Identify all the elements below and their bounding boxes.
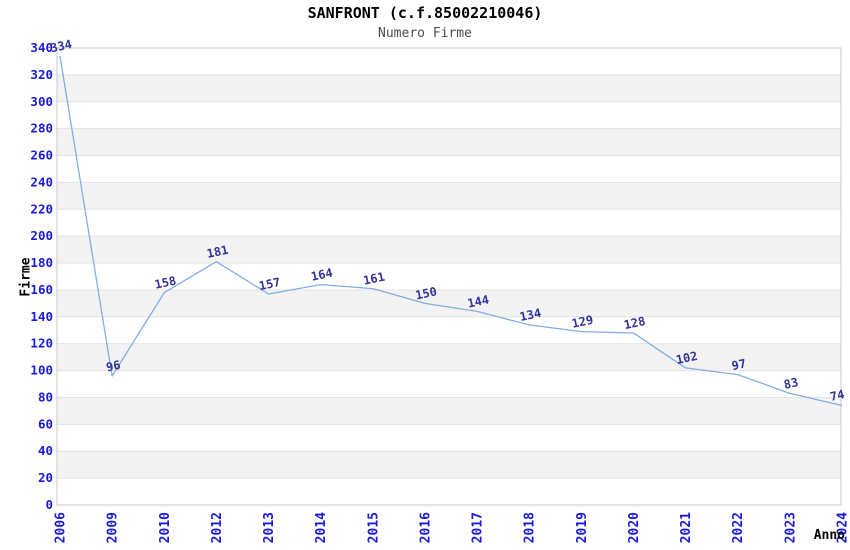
x-tick-label: 2014 bbox=[314, 512, 329, 543]
x-axis-title: Anno bbox=[813, 528, 845, 543]
data-point-label: 181 bbox=[206, 243, 230, 261]
data-point-label: 157 bbox=[258, 275, 282, 293]
y-tick-label: 240 bbox=[30, 174, 53, 189]
y-tick-label: 120 bbox=[30, 336, 53, 351]
x-tick-label: 2023 bbox=[783, 512, 798, 543]
y-tick-label: 60 bbox=[38, 416, 53, 431]
chart-title: SANFRONT (c.f.85002210046) bbox=[307, 4, 543, 22]
y-tick-label: 80 bbox=[38, 389, 53, 404]
y-tick-label: 180 bbox=[30, 255, 53, 270]
data-point-label: 97 bbox=[730, 356, 747, 373]
data-point-label: 74 bbox=[829, 387, 846, 404]
plot-band bbox=[57, 182, 841, 210]
x-tick-label: 2024 bbox=[836, 512, 850, 543]
data-point-label: 334 bbox=[49, 37, 73, 55]
y-tick-label: 320 bbox=[30, 67, 53, 82]
x-tick-label: 2016 bbox=[418, 512, 433, 543]
y-tick-label: 260 bbox=[30, 148, 53, 163]
data-point-label: 134 bbox=[518, 306, 542, 324]
data-point-label: 158 bbox=[153, 274, 177, 292]
chart-subtitle: Numero Firme bbox=[378, 26, 472, 41]
x-tick-label: 2013 bbox=[262, 512, 277, 543]
y-tick-label: 220 bbox=[30, 201, 53, 216]
plot-band bbox=[57, 451, 841, 479]
x-tick-label: 2018 bbox=[523, 512, 538, 543]
y-tick-label: 340 bbox=[30, 40, 53, 55]
plot-border bbox=[56, 47, 842, 506]
x-tick-label: 2022 bbox=[731, 512, 746, 543]
y-tick-label: 100 bbox=[30, 363, 53, 378]
x-tick-label: 2019 bbox=[575, 512, 590, 543]
y-tick-label: 280 bbox=[30, 121, 53, 136]
y-tick-label: 300 bbox=[30, 94, 53, 109]
data-point-label: 144 bbox=[466, 292, 490, 310]
y-axis-title: Firme bbox=[18, 257, 34, 297]
y-tick-label: 0 bbox=[45, 497, 53, 512]
x-tick-label: 2015 bbox=[366, 512, 381, 543]
data-point-label: 83 bbox=[783, 375, 800, 392]
x-tick-label: 2012 bbox=[210, 512, 225, 543]
plot-band bbox=[57, 397, 841, 425]
y-tick-label: 140 bbox=[30, 309, 53, 324]
x-tick-label: 2020 bbox=[627, 512, 642, 543]
data-point-label: 150 bbox=[414, 284, 438, 302]
data-point-label: 102 bbox=[675, 349, 699, 367]
x-tick-label: 2009 bbox=[106, 512, 121, 543]
plot-band bbox=[57, 74, 841, 102]
y-tick-label: 20 bbox=[38, 470, 53, 485]
plot-band bbox=[57, 236, 841, 264]
y-tick-label: 160 bbox=[30, 282, 53, 297]
data-point-label: 96 bbox=[105, 358, 122, 375]
data-point-label: 161 bbox=[362, 270, 386, 288]
y-tick-label: 200 bbox=[30, 228, 53, 243]
y-tick-label: 40 bbox=[38, 443, 53, 458]
x-tick-label: 2017 bbox=[471, 512, 486, 543]
x-tick-label: 2021 bbox=[679, 512, 694, 543]
data-line bbox=[59, 55, 843, 407]
data-point-label: 128 bbox=[623, 314, 647, 332]
data-point-label: 164 bbox=[310, 266, 334, 284]
x-tick-label: 2010 bbox=[158, 512, 173, 543]
plot-band bbox=[57, 343, 841, 371]
x-tick-label: 2006 bbox=[54, 512, 69, 543]
plot-band bbox=[57, 128, 841, 156]
plot-band bbox=[57, 289, 841, 317]
data-point-label: 129 bbox=[570, 313, 594, 331]
